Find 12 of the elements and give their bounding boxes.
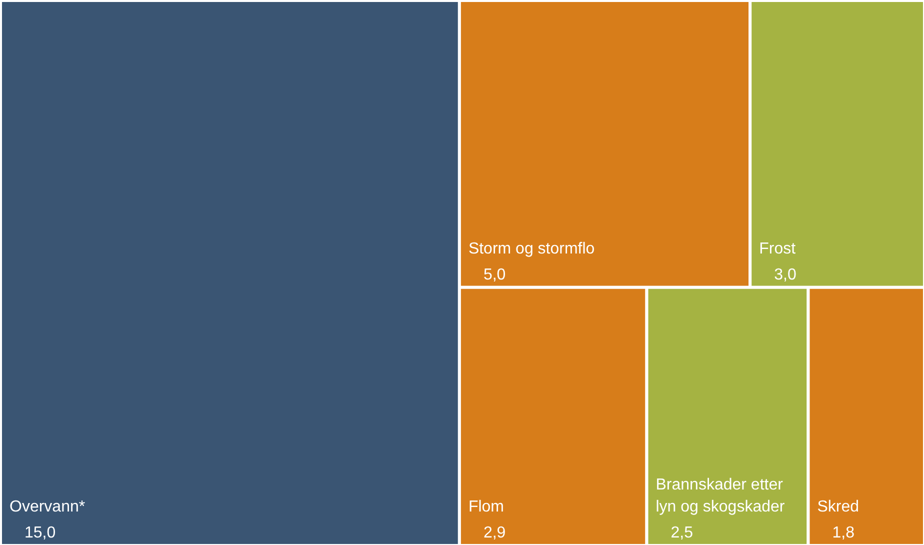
data-label: 3,0 xyxy=(774,266,796,284)
data-label: 15,0 xyxy=(24,524,56,542)
data-label: 2,9 xyxy=(483,524,506,542)
category-label: Flom xyxy=(468,498,504,516)
data-label: 5,0 xyxy=(483,266,506,284)
category-label: Overvann* xyxy=(10,498,86,516)
category-label: Storm og stormflo xyxy=(468,240,595,258)
category-label: Frost xyxy=(759,240,796,258)
category-label: Skred xyxy=(817,498,860,516)
category-label: Brannskader etter lyn og skogskader xyxy=(656,476,786,516)
data-label: 2,5 xyxy=(670,524,694,542)
data-label: 1,8 xyxy=(832,524,855,542)
